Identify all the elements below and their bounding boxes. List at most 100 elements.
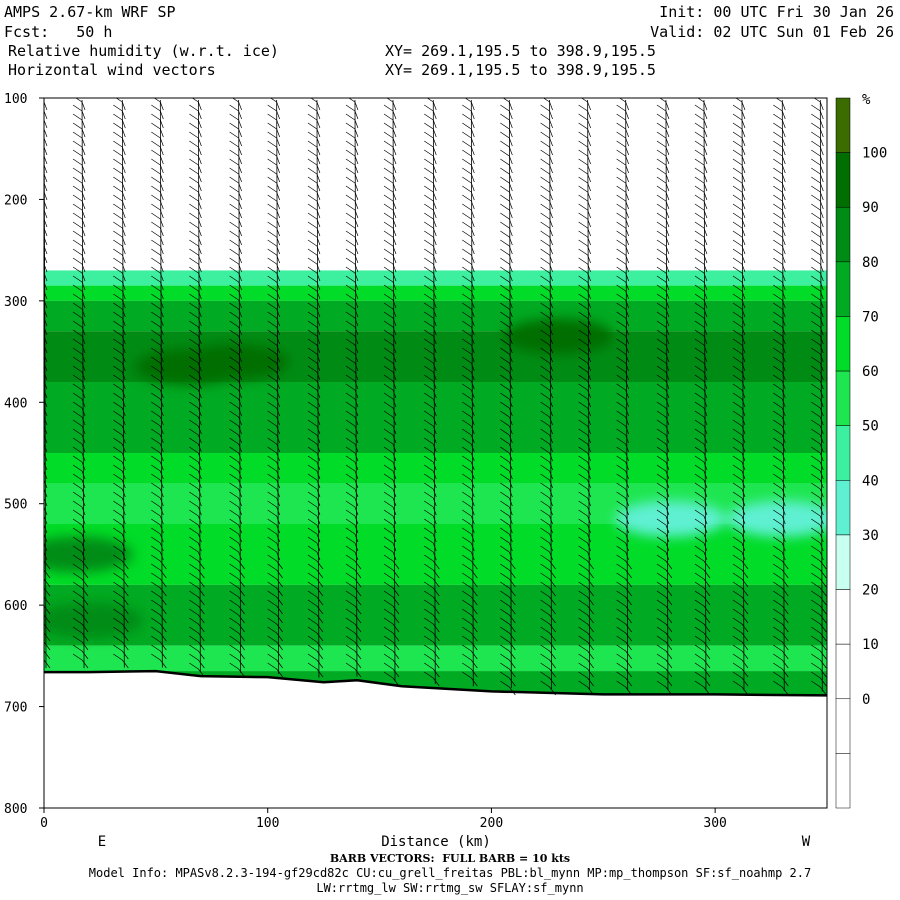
wind-barb-layer <box>44 98 827 696</box>
colorbar-swatch <box>835 589 851 645</box>
plot-frame <box>43 97 828 809</box>
colorbar-label: 40 <box>862 473 879 489</box>
rh-extremum <box>179 343 290 380</box>
colorbar-swatch <box>835 698 851 754</box>
wind-barb-shaft <box>238 99 242 673</box>
wind-barb-flags <box>424 98 440 687</box>
forecast-hour: Fcst: 50 h <box>4 23 113 41</box>
wind-barb-column <box>500 98 516 696</box>
wind-barb-flags <box>462 98 478 687</box>
rh-fill-layer <box>44 270 827 697</box>
colorbar-swatch <box>835 97 851 153</box>
colorbar-swatch <box>835 753 851 809</box>
wind-barb-flags <box>44 101 51 669</box>
colorbar-swatch <box>835 425 851 481</box>
wind-barb-column <box>424 98 440 687</box>
init-time: Init: 00 UTC Fri 30 Jan 26 <box>659 3 894 21</box>
wind-barb-column <box>540 98 556 696</box>
terrain-line <box>44 669 827 697</box>
rh-extremum <box>44 536 133 573</box>
rh-extremum <box>503 318 614 355</box>
rh-band <box>44 285 827 301</box>
wind-barb-flags <box>72 98 89 669</box>
axes-layer: 100 200 300 400 500 600 700 800 0 100 200 300 <box>4 92 727 831</box>
wind-barb-column <box>462 98 478 687</box>
colorbar-swatch <box>835 370 851 426</box>
wind-barb-column <box>229 98 245 678</box>
wind-barb-flags <box>307 98 324 678</box>
colorbar-swatch <box>835 480 851 536</box>
wind-barb-flags <box>151 98 167 669</box>
colorbar-unit: % <box>862 92 871 108</box>
wind-barb-column <box>383 98 400 687</box>
wind-barb-shaft <box>625 99 629 691</box>
colorbar-swatch <box>835 643 851 700</box>
y-tick-label: 200 <box>4 193 27 208</box>
wind-barb-flags <box>694 98 711 696</box>
colorbar-label: 20 <box>862 583 879 599</box>
rh-extremum <box>44 602 144 639</box>
wind-barb-shaft <box>819 99 823 692</box>
wind-barb-column <box>267 98 283 678</box>
colorbar: 0 10 20 30 40 50 60 70 80 90 100 <box>835 97 887 809</box>
wind-barb-flags <box>229 98 245 678</box>
rh-extrema-group <box>44 318 827 639</box>
colorbar-swatch <box>835 261 851 317</box>
y-tick-label: 100 <box>4 92 27 107</box>
colorbar-label: 10 <box>862 637 879 653</box>
wind-barb-flags <box>773 98 789 696</box>
wind-barb-shaft <box>703 99 707 691</box>
valid-time: Valid: 02 UTC Sun 01 Feb 26 <box>650 23 894 41</box>
colorbar-label: 0 <box>862 692 870 708</box>
wind-barb-flags <box>383 98 400 687</box>
terrain-layer <box>44 669 827 808</box>
wind-barb-column <box>578 98 594 696</box>
colorbar-label: 90 <box>862 200 879 216</box>
wind-barb-column <box>72 98 89 669</box>
wind-barb-flags <box>189 98 205 678</box>
x-left-end-label: E <box>98 834 106 850</box>
colorbar-label: 30 <box>862 528 879 544</box>
y-tick-label: 800 <box>4 802 27 817</box>
model-info-physics: LW:rrtmg_lw SW:rrtmg_sw SFLAY:sf_mynn <box>316 881 584 895</box>
wind-barb-flags <box>267 98 283 678</box>
wind-barb-column <box>656 98 673 696</box>
wind-barb-column <box>113 98 129 669</box>
wind-barb-column <box>811 98 827 696</box>
x-right-end-label: W <box>802 834 811 850</box>
wind-barb-column <box>189 98 205 678</box>
wind-barb-shaft <box>741 99 745 691</box>
xy-range-1: XY= 269.1,195.5 to 398.9,195.5 <box>385 42 656 60</box>
wind-barb-shaft <box>197 99 201 672</box>
x-tick-label: 200 <box>480 816 503 831</box>
x-axis-title: Distance (km) <box>381 834 491 850</box>
rh-extremum <box>615 500 726 537</box>
field-name-wind: Horizontal wind vectors <box>8 61 216 79</box>
wind-barb-column <box>307 98 324 678</box>
colorbar-label: 70 <box>862 309 879 325</box>
y-tick-label: 700 <box>4 701 27 716</box>
xy-range-2: XY= 269.1,195.5 to 398.9,195.5 <box>385 61 656 79</box>
colorbar-swatch <box>835 206 851 263</box>
wind-barb-column <box>151 98 167 669</box>
colorbar-swatch <box>835 152 851 208</box>
colorbar-label: 50 <box>862 419 879 435</box>
wind-barb-column <box>616 98 632 696</box>
colorbar-label: 100 <box>862 146 887 162</box>
wind-barb-shaft <box>781 99 785 692</box>
colorbar-label: 80 <box>862 255 879 271</box>
wind-barb-flags <box>811 98 827 696</box>
x-tick-label: 300 <box>703 816 726 831</box>
y-tick-label: 400 <box>4 396 27 411</box>
barb-legend: BARB VECTORS: FULL BARB = 10 kts <box>329 852 571 865</box>
model-info: Model Info: MPASv8.2.3-194-gf29cd82c CU:… <box>88 866 812 880</box>
x-tick-label: 0 <box>40 816 48 831</box>
wind-barb-column <box>694 98 711 696</box>
wind-barb-shaft <box>276 99 280 674</box>
rh-extremum <box>727 500 827 537</box>
colorbar-label: 60 <box>862 364 879 380</box>
wind-barb-shaft <box>587 99 591 690</box>
y-tick-label: 300 <box>4 295 27 310</box>
wind-barb-flags <box>656 98 673 696</box>
